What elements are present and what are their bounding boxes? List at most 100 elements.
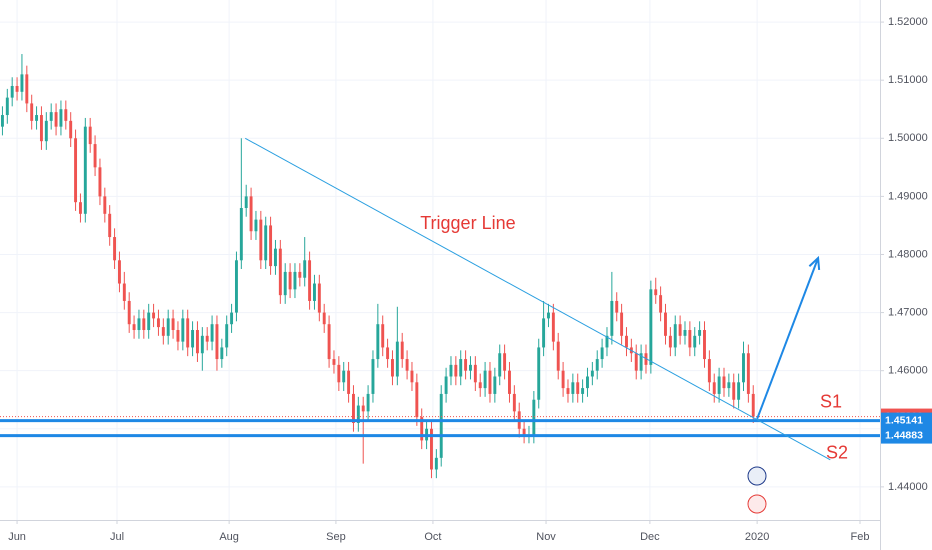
candle-body (581, 388, 585, 394)
candle-body (332, 359, 336, 365)
y-tick-label: 1.47000 (888, 306, 928, 318)
candle-body (108, 213, 112, 238)
x-tick-label: Feb (851, 531, 870, 543)
candle-body (283, 271, 287, 296)
y-tick-label: 1.52000 (888, 16, 928, 28)
candle-body (478, 382, 482, 389)
candle-body (191, 330, 195, 348)
candle-body (322, 312, 326, 325)
candle-body (234, 260, 238, 313)
candle-body (673, 324, 677, 348)
candle-body (727, 382, 731, 389)
candle-body (668, 335, 672, 348)
candle-body (5, 97, 9, 116)
candle-body (156, 318, 160, 328)
candle-body (542, 318, 546, 348)
candle-body (78, 202, 82, 214)
candle-body (293, 271, 297, 290)
price-tag (881, 412, 932, 429)
candle-body (342, 370, 346, 383)
candle-body (717, 376, 721, 394)
candle-body (195, 330, 199, 354)
candle-body (620, 312, 624, 336)
candle-body (225, 324, 229, 348)
candle-body (171, 318, 175, 331)
candle-body (161, 327, 165, 336)
candle-body (69, 120, 73, 139)
candle-body (654, 289, 658, 296)
candle-body (664, 312, 667, 336)
candle-body (430, 428, 433, 470)
candle-body (703, 330, 706, 360)
candle-body (83, 126, 87, 214)
candle-body (459, 359, 463, 377)
candle-body (15, 85, 19, 92)
y-tick-label: 1.49000 (888, 190, 928, 202)
candle-body (376, 324, 380, 360)
candle-body (303, 260, 307, 278)
candle-body (595, 359, 599, 371)
candle-body (127, 300, 131, 325)
candle-body (0, 115, 4, 127)
candle-body (391, 359, 394, 377)
candle-body (142, 318, 146, 331)
y-tick-label: 1.46000 (888, 365, 928, 377)
candle-body (488, 370, 492, 394)
candle-body (269, 225, 273, 267)
candle-body (308, 260, 312, 301)
candle-body (312, 283, 316, 301)
candle-body (327, 324, 331, 360)
y-tick-label: 1.44000 (888, 481, 928, 493)
candle-body (742, 353, 745, 383)
y-tick-label: 1.51000 (888, 74, 928, 86)
candle-body (20, 74, 24, 92)
candle-body (439, 393, 443, 458)
candle-body (659, 295, 663, 313)
candle-body (561, 370, 565, 389)
candle-body (547, 312, 550, 319)
candle-body (512, 393, 516, 412)
candle-body (400, 341, 404, 360)
candle-body (381, 324, 385, 348)
candle-body (147, 312, 151, 331)
price-tag-label: 1.45141 (885, 414, 923, 426)
candle-body (239, 208, 243, 261)
support-label: S2 (826, 442, 848, 462)
candle-body (420, 417, 424, 441)
candle-body (352, 393, 355, 423)
candle-body (88, 126, 92, 145)
candle-body (254, 219, 258, 232)
candle-body (444, 376, 448, 394)
x-tick-label: Nov (536, 531, 556, 543)
candle-body (152, 312, 156, 319)
candle-body (356, 405, 360, 423)
candle-body (288, 271, 292, 290)
support-label: S1 (820, 391, 842, 411)
candle-body (434, 457, 438, 470)
candle-body (59, 109, 63, 127)
candle-body (493, 376, 497, 394)
candle-body (615, 300, 619, 313)
candle-body (508, 370, 511, 394)
candle-body (278, 248, 282, 296)
x-tick-label: Aug (219, 531, 239, 543)
candle-body (244, 196, 248, 208)
candle-body (249, 196, 253, 232)
arrow-head (808, 255, 821, 271)
candle-body (113, 237, 117, 261)
candle-body (503, 353, 507, 371)
candle-body (566, 388, 570, 394)
candle-body (732, 382, 736, 400)
candle-body (215, 324, 219, 360)
event-icon (747, 466, 767, 486)
candle-body (405, 359, 409, 371)
candle-body (166, 318, 170, 336)
candle-body (10, 85, 14, 98)
price-tag-label: 1.44883 (885, 429, 923, 441)
candle-body (483, 370, 487, 389)
trigger-line-label: Trigger Line (420, 213, 515, 233)
candle-body (693, 335, 697, 348)
candle-body (220, 347, 224, 360)
candle-body (298, 271, 302, 278)
